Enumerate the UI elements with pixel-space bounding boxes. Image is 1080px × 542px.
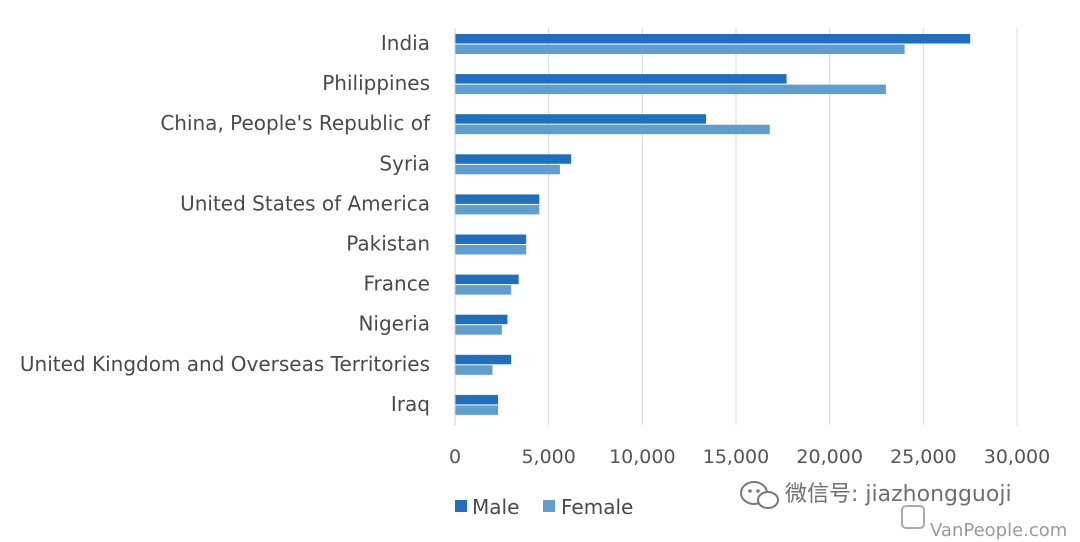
- category-label-5: Pakistan: [346, 232, 430, 256]
- category-label-0: India: [381, 31, 430, 55]
- x-tick-label-1: 5,000: [521, 446, 575, 468]
- category-label-3: Syria: [379, 151, 430, 175]
- gridlines: [454, 28, 1018, 425]
- bar-female-6: [455, 285, 512, 295]
- bar-male-2: [455, 114, 707, 124]
- category-label-8: United Kingdom and Overseas Territories: [20, 352, 430, 376]
- bars: [455, 34, 971, 415]
- bar-male-5: [455, 234, 527, 244]
- site-logo-icon: [901, 505, 925, 529]
- category-label-9: Iraq: [391, 392, 430, 416]
- bar-male-0: [455, 34, 971, 44]
- bar-female-7: [455, 325, 502, 335]
- site-watermark-text: VanPeople.com: [930, 520, 1067, 541]
- bar-female-5: [455, 245, 527, 255]
- category-label-4: United States of America: [180, 191, 430, 215]
- legend-label-female: Female: [561, 495, 633, 519]
- legend-swatch-female: [543, 500, 555, 512]
- bar-female-2: [455, 124, 770, 135]
- bar-female-1: [455, 84, 886, 95]
- x-tick-label-4: 20,000: [796, 446, 862, 468]
- bar-female-4: [455, 204, 540, 215]
- x-tick-label-2: 10,000: [609, 446, 675, 468]
- category-label-7: Nigeria: [358, 312, 430, 336]
- legend-label-male: Male: [472, 495, 519, 519]
- x-tick-label-0: 0: [449, 446, 461, 468]
- category-label-1: Philippines: [322, 71, 430, 95]
- wechat-id-text: 微信号: jiazhongguoji: [785, 482, 1012, 507]
- x-tick-label-5: 25,000: [890, 446, 956, 468]
- category-labels: India Philippines China, People's Republic…: [20, 31, 431, 416]
- category-label-6: France: [363, 272, 430, 296]
- bar-female-8: [455, 365, 493, 375]
- bar-female-9: [455, 405, 499, 415]
- x-tick-labels: 0 5,000 10,000 15,000 20,000 25,000 30,000: [449, 446, 1050, 468]
- bar-female-3: [455, 164, 560, 175]
- legend-swatch-male: [455, 500, 467, 512]
- bar-male-9: [455, 394, 499, 405]
- bar-male-4: [455, 194, 540, 204]
- x-tick-label-6: 30,000: [984, 446, 1050, 468]
- legend: Male Female: [455, 495, 633, 519]
- bar-male-6: [455, 274, 519, 285]
- bar-male-3: [455, 154, 572, 164]
- x-tick-label-3: 15,000: [703, 446, 769, 468]
- bar-male-7: [455, 314, 508, 325]
- watermark: 微信号: jiazhongguoji VanPeople.com: [740, 481, 1067, 541]
- bar-male-8: [455, 354, 512, 365]
- bar-female-0: [455, 44, 905, 54]
- wechat-icon: [740, 481, 779, 509]
- category-label-2: China, People's Republic of: [160, 111, 431, 135]
- bar-male-1: [455, 74, 787, 84]
